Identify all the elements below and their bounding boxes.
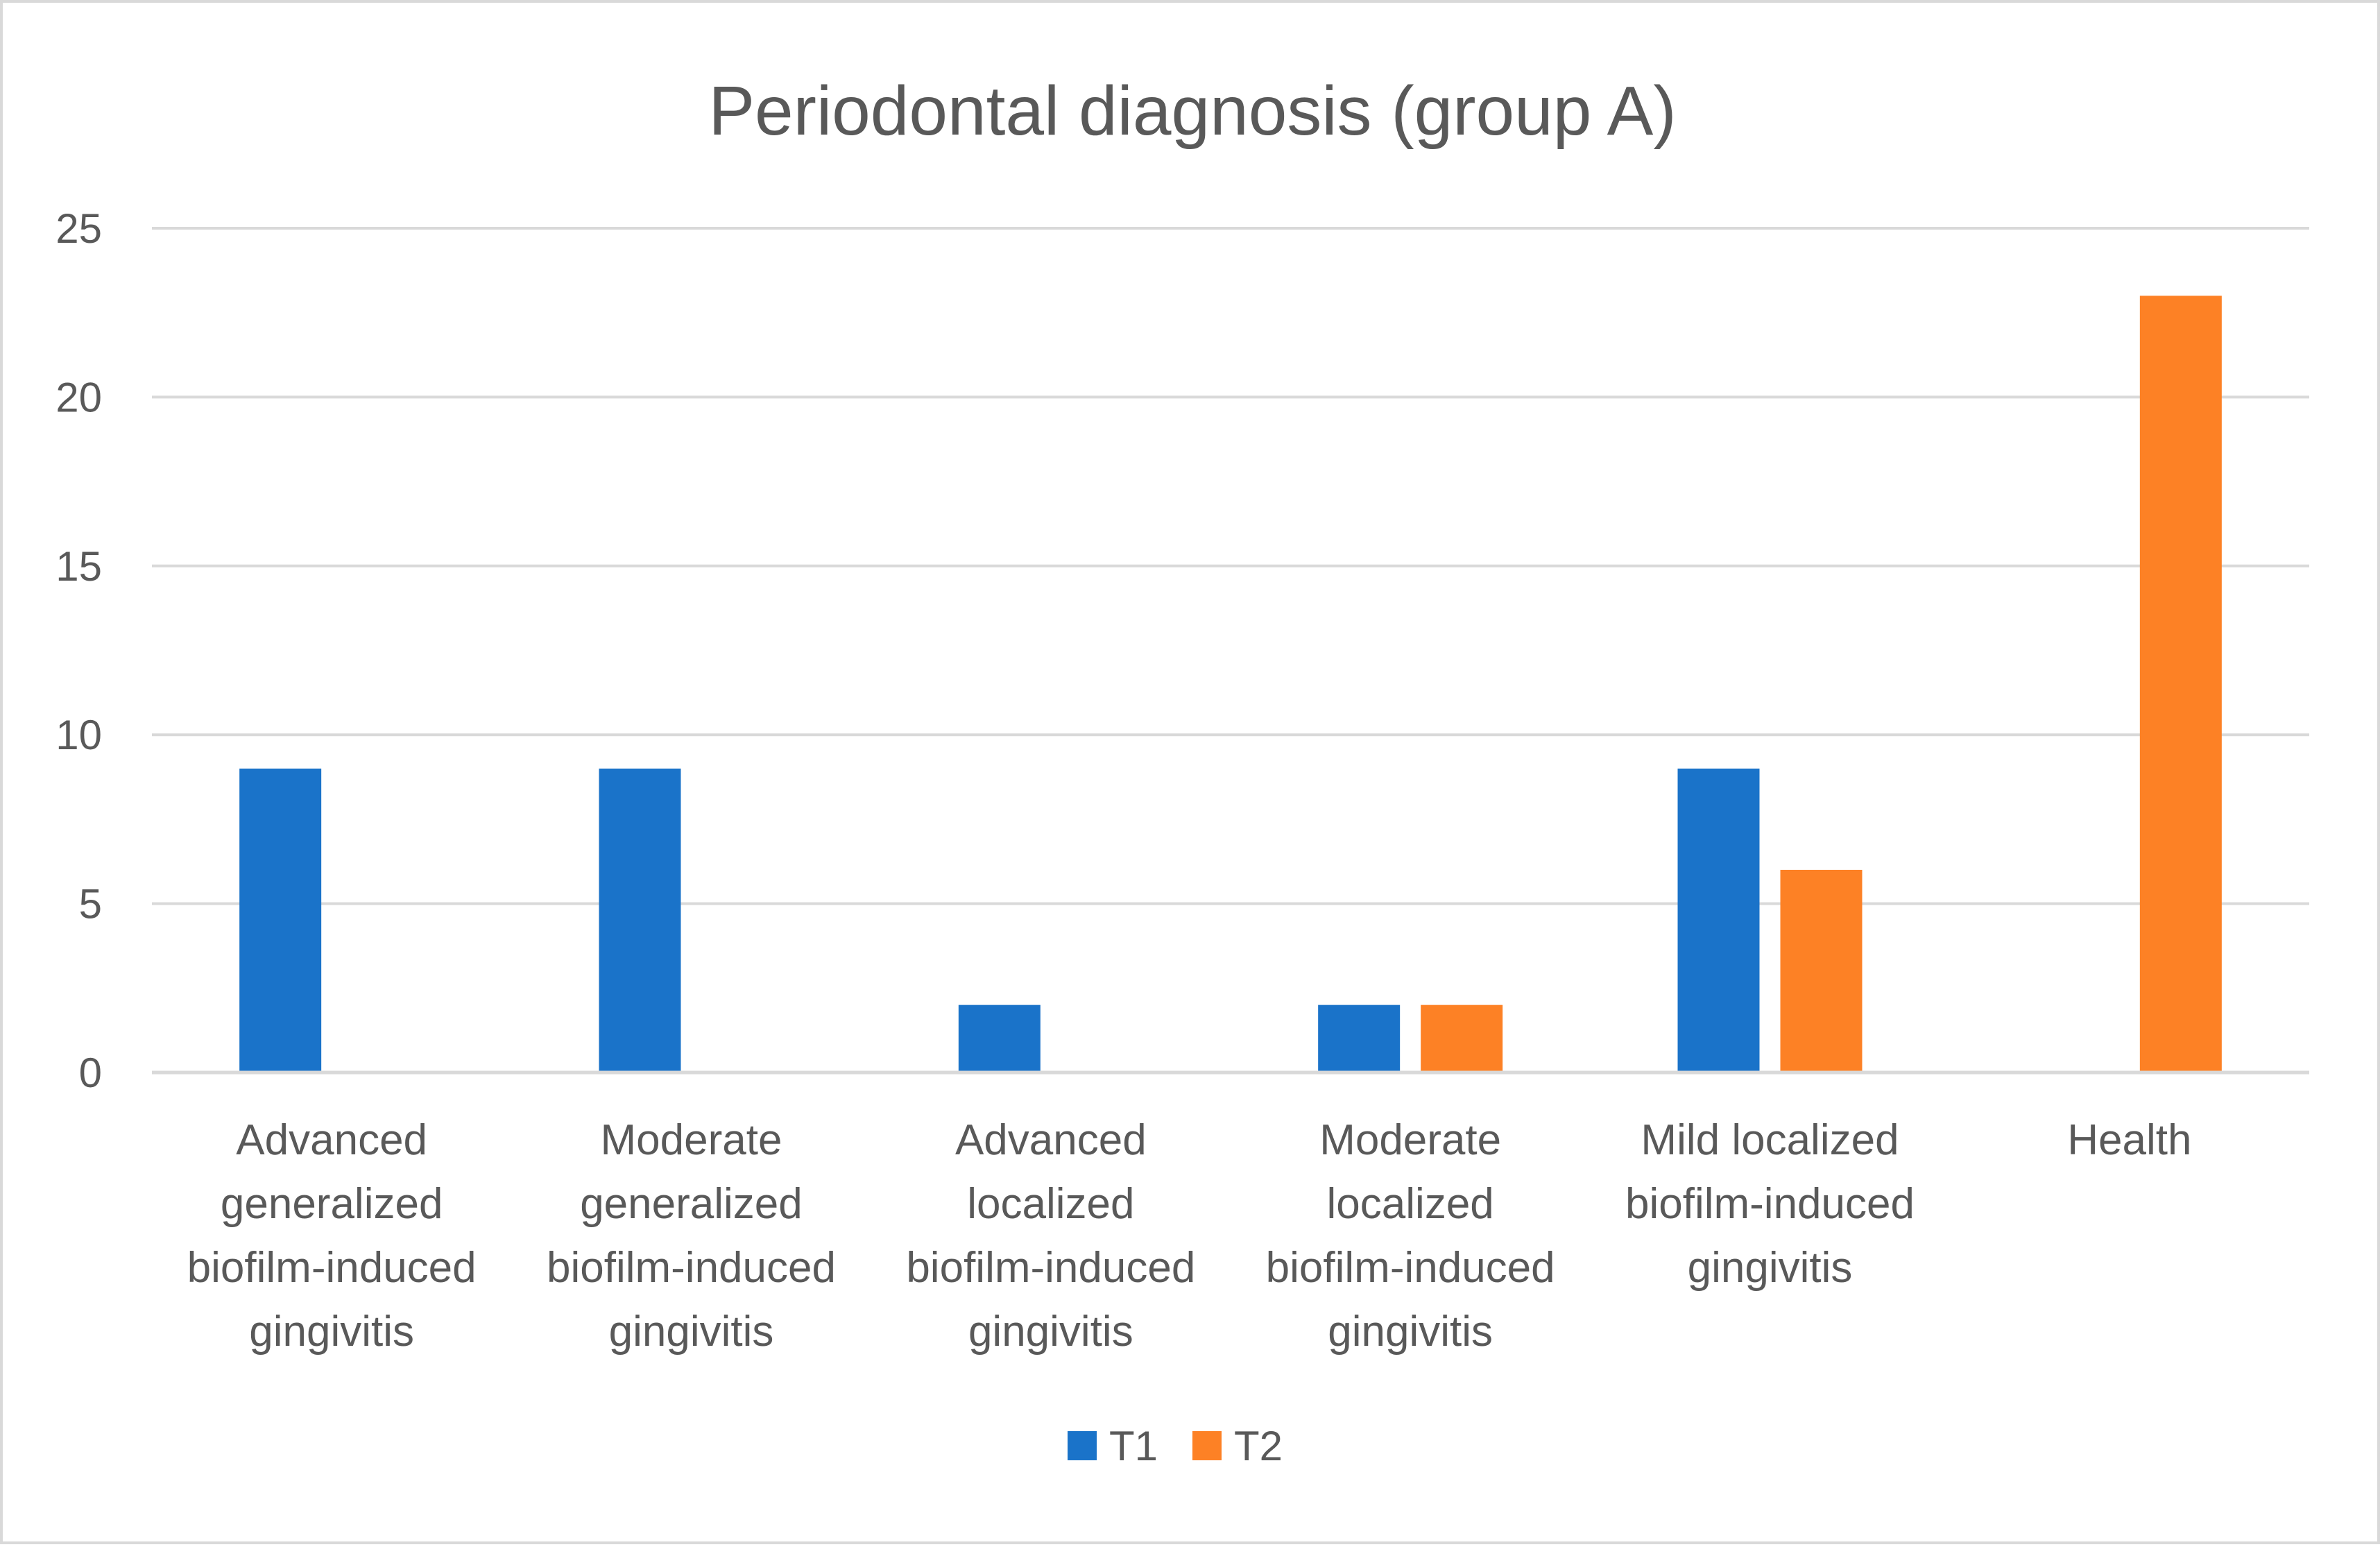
legend-swatch (1068, 1431, 1097, 1460)
y-tick-label: 10 (55, 712, 102, 758)
category-label: Advanced localized biofilm-induced gingivit… (906, 1116, 1195, 1356)
bar-t1-0 (239, 768, 322, 1072)
y-tick-label: 25 (55, 205, 102, 252)
bar-chart: Periodontal diagnosis (group A) 0 5 10 15 20… (55, 72, 2309, 1469)
bar-t1-2 (958, 1005, 1041, 1072)
category-labels: Advanced generalized biofilm-induced gingiv… (187, 1116, 2192, 1356)
bar-t1-3 (1318, 1005, 1401, 1072)
bar-t2-5 (2139, 296, 2222, 1072)
legend-item-t1: T1 (1068, 1423, 1158, 1469)
category-label: Health (2067, 1116, 2191, 1164)
y-tick-label: 20 (55, 374, 102, 420)
category-label: Moderate localized biofilm-induced gingivit… (1266, 1116, 1555, 1356)
legend-item-t2: T2 (1192, 1423, 1283, 1469)
bar-t1-1 (599, 768, 681, 1072)
bar-t2-4 (1780, 869, 1863, 1072)
category-label: Mild localized biofilm-induced gingivitis (1625, 1116, 1915, 1292)
legend-label: T2 (1234, 1423, 1283, 1469)
y-tick-label: 0 (79, 1050, 102, 1096)
y-tick-label: 15 (55, 543, 102, 590)
bar-t1-4 (1677, 768, 1760, 1072)
bar-t2-3 (1421, 1005, 1503, 1072)
category-label: Moderate generalized biofilm-induced gingiv… (547, 1116, 836, 1356)
category-label: Advanced generalized biofilm-induced gingiv… (187, 1116, 477, 1356)
chart-title: Periodontal diagnosis (group A) (708, 72, 1676, 150)
gridlines (152, 227, 2309, 905)
bars (239, 296, 2222, 1072)
legend-label: T1 (1109, 1423, 1158, 1469)
y-axis-ticks: 0 5 10 15 20 25 (55, 205, 102, 1096)
legend-swatch (1192, 1431, 1222, 1460)
y-tick-label: 5 (79, 881, 102, 928)
legend: T1 T2 (1068, 1423, 1283, 1469)
